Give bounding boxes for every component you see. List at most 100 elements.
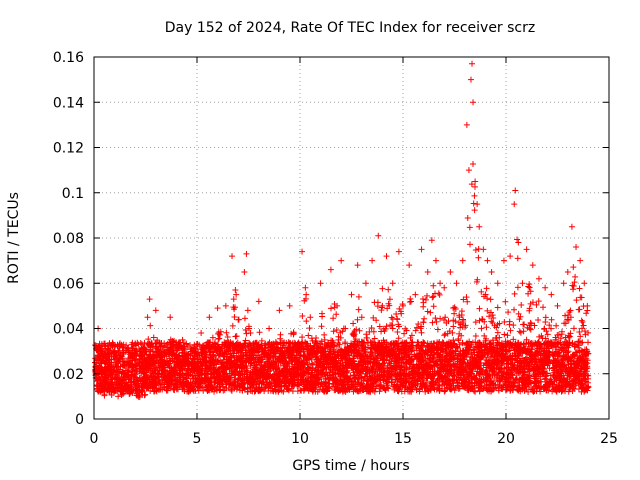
data-point: [119, 344, 126, 351]
data-point: [101, 340, 108, 347]
data-point: [314, 376, 321, 383]
data-point: [483, 285, 490, 292]
data-point: [103, 368, 110, 375]
data-point: [129, 347, 136, 354]
data-point: [105, 363, 112, 370]
data-point: [261, 361, 268, 368]
data-point: [155, 346, 162, 353]
data-point: [288, 344, 295, 351]
data-point: [333, 326, 340, 333]
data-point: [437, 315, 444, 322]
data-point: [299, 373, 306, 380]
data-point: [177, 360, 184, 367]
data-point: [430, 303, 437, 310]
data-point: [309, 387, 316, 394]
data-point: [303, 318, 310, 325]
data-point: [132, 371, 139, 378]
data-point: [268, 374, 275, 381]
data-point: [304, 377, 311, 384]
data-point: [252, 340, 259, 347]
data-point: [442, 314, 449, 321]
data-point: [127, 386, 134, 393]
data-point: [475, 254, 482, 261]
data-point: [243, 365, 250, 372]
data-point: [306, 325, 313, 332]
data-point: [101, 351, 108, 358]
data-point: [386, 296, 393, 303]
data-point: [128, 379, 135, 386]
data-point: [285, 386, 292, 393]
data-point: [120, 370, 127, 377]
data-point: [211, 388, 218, 395]
data-point: [176, 365, 183, 372]
data-point: [287, 347, 294, 354]
data-point: [472, 319, 479, 326]
data-point: [120, 341, 127, 348]
data-point: [318, 323, 325, 330]
data-point: [312, 353, 319, 360]
data-point: [134, 378, 141, 385]
data-point: [209, 334, 216, 341]
data-point: [230, 296, 237, 303]
data-point: [231, 313, 238, 320]
data-point: [394, 328, 401, 335]
data-point: [262, 376, 269, 383]
data-point: [217, 328, 224, 335]
data-point: [199, 354, 206, 361]
data-point: [203, 357, 210, 364]
data-point: [233, 367, 240, 374]
data-point: [159, 367, 166, 374]
data-point: [315, 344, 322, 351]
data-point: [194, 340, 201, 347]
data-point: [434, 326, 441, 333]
data-point: [229, 367, 236, 374]
data-point: [476, 305, 483, 312]
data-point: [133, 355, 140, 362]
data-point: [255, 344, 262, 351]
data-point: [278, 369, 285, 376]
data-point: [152, 382, 159, 389]
data-point: [116, 347, 123, 354]
data-point: [308, 335, 315, 342]
data-point: [471, 183, 478, 190]
data-point: [136, 362, 143, 369]
data-point: [168, 365, 175, 372]
data-point: [433, 318, 440, 325]
data-point: [253, 370, 260, 377]
data-point: [130, 353, 137, 360]
data-point: [119, 386, 126, 393]
data-point: [195, 384, 202, 391]
data-point: [110, 366, 117, 373]
data-point: [319, 360, 326, 367]
data-point: [293, 371, 300, 378]
data-point: [122, 382, 129, 389]
data-point: [107, 372, 114, 379]
data-point: [455, 335, 462, 342]
data-point: [111, 374, 118, 381]
data-point: [470, 200, 477, 207]
data-point: [179, 378, 186, 385]
data-point: [111, 349, 118, 356]
data-point: [424, 308, 431, 315]
data-point: [483, 324, 490, 331]
data-point: [125, 361, 132, 368]
data-point: [267, 353, 274, 360]
data-point: [374, 299, 381, 306]
data-point: [293, 347, 300, 354]
data-point: [233, 333, 240, 340]
data-point: [109, 379, 116, 386]
data-point: [213, 384, 220, 391]
data-point: [309, 337, 316, 344]
data-point: [211, 340, 218, 347]
data-point: [150, 358, 157, 365]
data-point: [309, 371, 316, 378]
data-point: [224, 333, 231, 340]
data-point: [125, 371, 132, 378]
data-point: [429, 319, 436, 326]
data-point: [115, 363, 122, 370]
data-point: [133, 386, 140, 393]
data-point: [116, 340, 123, 347]
data-point: [318, 374, 325, 381]
data-point: [142, 391, 149, 398]
